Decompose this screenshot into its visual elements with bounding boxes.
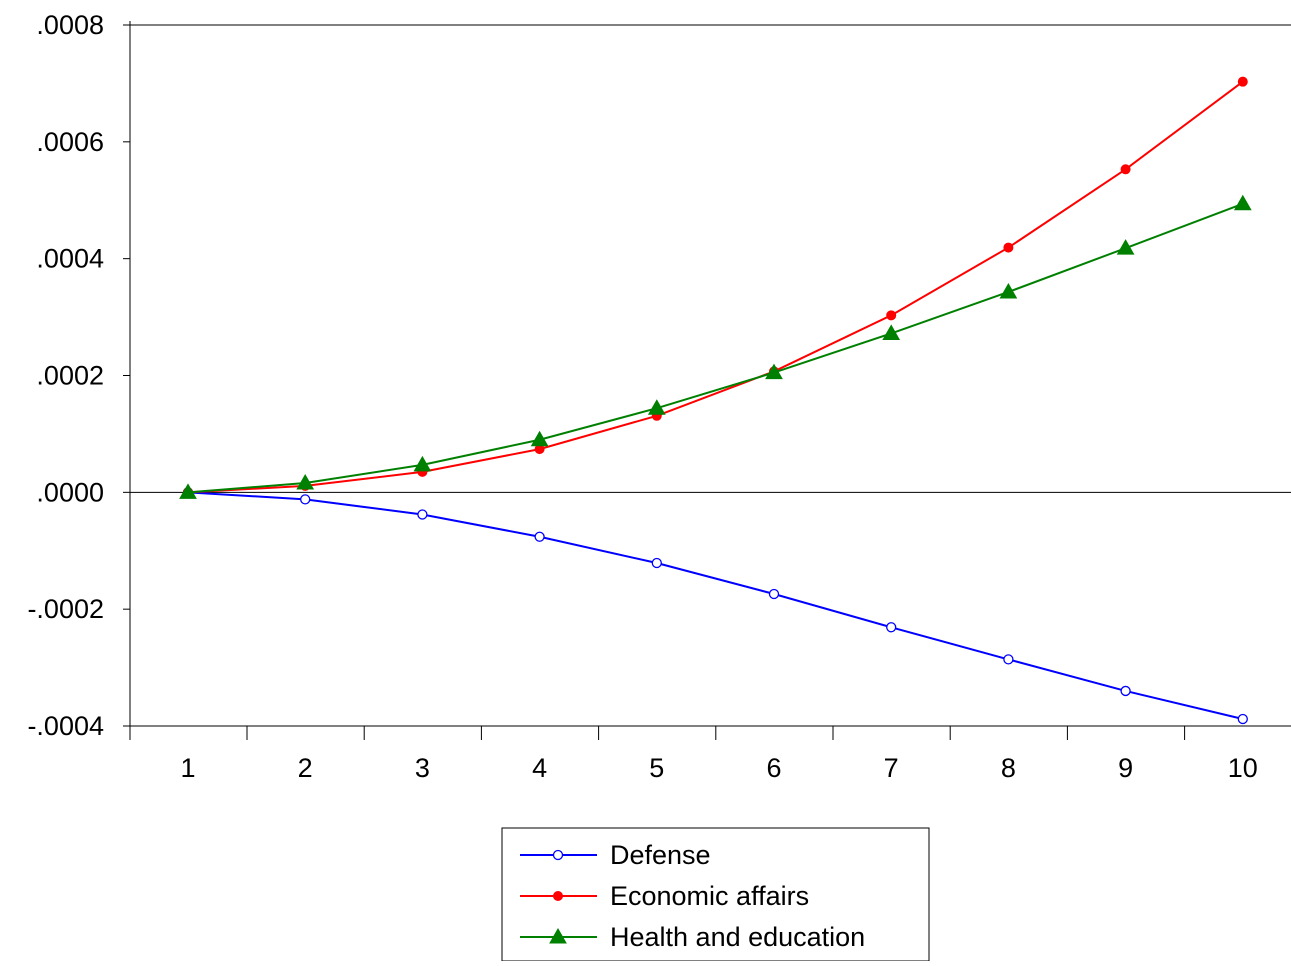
legend-entry: Health and education bbox=[520, 922, 865, 952]
data-point bbox=[534, 531, 545, 542]
data-point bbox=[300, 494, 311, 505]
data-point bbox=[413, 455, 432, 472]
legend-swatch-marker bbox=[553, 891, 563, 901]
x-tick-label: 8 bbox=[1001, 753, 1016, 783]
y-tick-label: -.0002 bbox=[27, 594, 104, 624]
legend-label: Defense bbox=[610, 840, 711, 870]
data-point bbox=[179, 483, 197, 499]
x-tick-label: 3 bbox=[415, 753, 430, 783]
series-defense bbox=[182, 487, 1248, 725]
data-point bbox=[1237, 713, 1248, 725]
data-point bbox=[1116, 239, 1135, 255]
y-tick-label: .0008 bbox=[36, 10, 104, 40]
data-point bbox=[1237, 76, 1248, 87]
data-point bbox=[651, 557, 662, 569]
data-point bbox=[417, 509, 428, 520]
data-point bbox=[768, 588, 780, 600]
series-line bbox=[187, 491, 1244, 720]
legend-swatch-marker bbox=[552, 849, 564, 861]
data-point bbox=[1003, 242, 1014, 253]
legend-entry: Defense bbox=[520, 840, 711, 870]
legend-label: Health and education bbox=[610, 922, 865, 952]
data-point bbox=[1233, 194, 1252, 211]
y-tick-label: .0004 bbox=[36, 244, 104, 274]
y-tick-label: .0002 bbox=[36, 361, 104, 391]
series-line bbox=[187, 202, 1244, 494]
x-tick-label: 6 bbox=[766, 753, 781, 783]
x-tick-label: 10 bbox=[1228, 753, 1258, 783]
x-tick-label: 4 bbox=[532, 753, 547, 783]
data-point bbox=[1003, 654, 1014, 665]
data-point bbox=[765, 363, 783, 380]
data-point bbox=[1120, 164, 1131, 175]
series-line bbox=[187, 80, 1244, 494]
x-tick-label: 1 bbox=[180, 753, 195, 783]
y-tick-label: -.0004 bbox=[27, 711, 104, 741]
data-point bbox=[886, 622, 897, 633]
data-point bbox=[882, 324, 901, 340]
series-health-and-education bbox=[179, 194, 1252, 499]
legend: Defense Economic affairs Health and educat… bbox=[501, 827, 930, 962]
x-tick-label: 2 bbox=[298, 753, 313, 783]
legend-swatch-marker bbox=[549, 927, 567, 944]
legend-label: Economic affairs bbox=[610, 881, 809, 911]
x-tick-label: 9 bbox=[1118, 753, 1133, 783]
y-tick-label: .0000 bbox=[36, 477, 104, 507]
data-point bbox=[647, 399, 666, 415]
data-point bbox=[886, 310, 897, 321]
data-point bbox=[296, 473, 315, 490]
x-tick-label: 7 bbox=[884, 753, 899, 783]
series-economic-affairs bbox=[183, 76, 1248, 498]
legend-entry: Economic affairs bbox=[520, 881, 809, 911]
data-point bbox=[999, 282, 1018, 299]
series-layer bbox=[179, 76, 1252, 725]
data-point bbox=[530, 430, 549, 447]
x-tick-label: 5 bbox=[649, 753, 664, 783]
data-point bbox=[1120, 685, 1131, 697]
axes: -.0004 -.0002 .0000 .0002 .0004 .0006 .0008 1 2 3… bbox=[27, 10, 1291, 783]
y-tick-label: .0006 bbox=[36, 127, 104, 157]
